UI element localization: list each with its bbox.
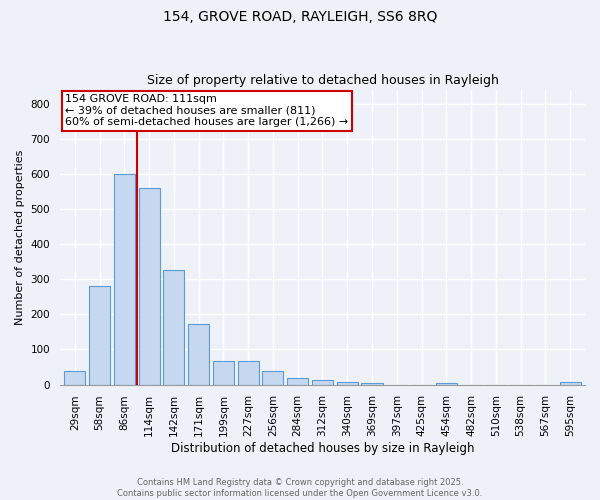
Bar [89,286,110,384]
Text: Contains HM Land Registry data © Crown copyright and database right 2025.
Contai: Contains HM Land Registry data © Crown c… [118,478,482,498]
Bar [436,383,457,384]
Bar [312,380,333,384]
Y-axis label: Number of detached properties: Number of detached properties [15,150,25,325]
X-axis label: Distribution of detached houses by size in Rayleigh: Distribution of detached houses by size … [171,442,474,455]
Bar [287,378,308,384]
Text: 154 GROVE ROAD: 111sqm
← 39% of detached houses are smaller (811)
60% of semi-de: 154 GROVE ROAD: 111sqm ← 39% of detached… [65,94,349,127]
Bar [238,361,259,384]
Bar [262,372,283,384]
Bar [560,382,581,384]
Bar [361,383,383,384]
Bar [163,270,184,384]
Bar [64,372,85,384]
Text: 154, GROVE ROAD, RAYLEIGH, SS6 8RQ: 154, GROVE ROAD, RAYLEIGH, SS6 8RQ [163,10,437,24]
Bar [188,324,209,384]
Bar [213,360,234,384]
Bar [337,382,358,384]
Bar [139,188,160,384]
Title: Size of property relative to detached houses in Rayleigh: Size of property relative to detached ho… [146,74,499,87]
Bar [114,174,135,384]
